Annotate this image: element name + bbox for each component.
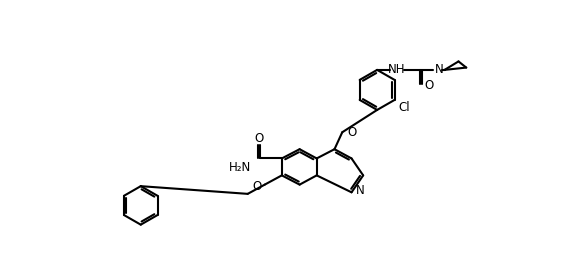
Text: O: O [254, 132, 263, 145]
Text: O: O [252, 180, 262, 193]
Text: NH: NH [388, 64, 405, 76]
Text: Cl: Cl [398, 101, 410, 114]
Text: N: N [435, 64, 444, 76]
Text: O: O [424, 79, 433, 92]
Text: H₂N: H₂N [228, 161, 251, 174]
Text: O: O [347, 126, 356, 139]
Text: N: N [356, 184, 365, 197]
